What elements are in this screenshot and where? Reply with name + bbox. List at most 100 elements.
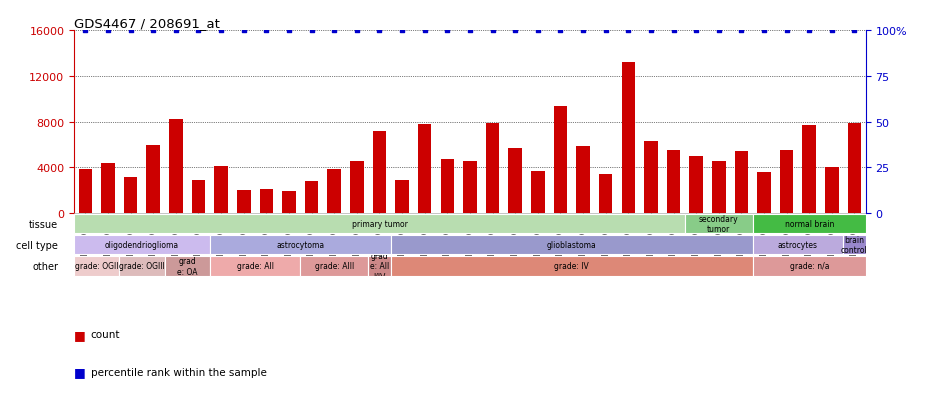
Bar [210, 235, 391, 255]
Text: ■: ■ [74, 365, 86, 378]
Text: tissue: tissue [29, 219, 58, 229]
Text: normal brain: normal brain [784, 220, 834, 229]
Text: grade: OGII: grade: OGII [75, 262, 119, 271]
Bar [124, 177, 137, 214]
Bar [418, 125, 432, 214]
Bar [554, 106, 568, 214]
Bar [101, 164, 115, 214]
Point [598, 28, 613, 34]
Bar [753, 235, 844, 255]
Point [824, 28, 839, 34]
Text: other: other [32, 261, 58, 271]
Bar [259, 190, 273, 214]
Point [349, 28, 364, 34]
Bar [621, 63, 635, 214]
Point [463, 28, 478, 34]
Text: astrocytoma: astrocytoma [276, 241, 324, 250]
Bar [441, 160, 454, 214]
Bar [463, 161, 477, 214]
Bar [508, 149, 522, 214]
Bar [214, 167, 228, 214]
Text: grade: IV: grade: IV [555, 262, 589, 271]
Point [394, 28, 409, 34]
Point [711, 28, 726, 34]
Point [372, 28, 387, 34]
Bar [734, 152, 748, 214]
Bar [599, 175, 612, 214]
Point [146, 28, 161, 34]
Bar [328, 169, 341, 214]
Bar [210, 256, 300, 276]
Bar [576, 146, 590, 214]
Point [553, 28, 568, 34]
Text: astrocytes: astrocytes [778, 241, 818, 250]
Bar [391, 235, 753, 255]
Bar [165, 256, 210, 276]
Point [282, 28, 296, 34]
Point [78, 28, 93, 34]
Bar [753, 256, 866, 276]
Bar [372, 131, 386, 214]
Bar [685, 214, 753, 234]
Bar [844, 235, 866, 255]
Bar [847, 123, 861, 214]
Text: ■: ■ [74, 328, 86, 341]
Bar [74, 256, 119, 276]
Point [485, 28, 500, 34]
Point [236, 28, 251, 34]
Bar [74, 214, 685, 234]
Text: primary tumor: primary tumor [352, 220, 407, 229]
Text: secondary
tumor: secondary tumor [699, 214, 739, 234]
Bar [282, 192, 295, 214]
Bar [350, 161, 364, 214]
Text: grade: AII: grade: AII [236, 262, 273, 271]
Bar [712, 161, 726, 214]
Point [440, 28, 455, 34]
Bar [753, 214, 866, 234]
Text: glioblastoma: glioblastoma [547, 241, 596, 250]
Point [847, 28, 862, 34]
Bar [757, 173, 770, 214]
Bar [486, 123, 499, 214]
Text: grad
e: AII
I/IV: grad e: AII I/IV [369, 252, 389, 281]
Bar [803, 126, 816, 214]
Point [418, 28, 432, 34]
Bar [169, 120, 182, 214]
Point [666, 28, 681, 34]
Point [123, 28, 138, 34]
Text: GDS4467 / 208691_at: GDS4467 / 208691_at [74, 17, 220, 30]
Text: brain
control: brain control [841, 235, 868, 255]
Text: grade: n/a: grade: n/a [790, 262, 829, 271]
Point [757, 28, 771, 34]
Bar [119, 256, 165, 276]
Bar [391, 256, 753, 276]
Bar [369, 256, 391, 276]
Bar [146, 145, 160, 214]
Point [101, 28, 116, 34]
Point [214, 28, 229, 34]
Point [507, 28, 522, 34]
Bar [192, 180, 206, 214]
Point [191, 28, 206, 34]
Text: percentile rank within the sample: percentile rank within the sample [91, 367, 267, 377]
Text: grade: AIII: grade: AIII [315, 262, 354, 271]
Text: count: count [91, 330, 120, 339]
Point [305, 28, 319, 34]
Bar [395, 180, 409, 214]
Point [689, 28, 704, 34]
Bar [237, 191, 251, 214]
Point [576, 28, 591, 34]
Bar [825, 168, 839, 214]
Point [734, 28, 749, 34]
Bar [305, 182, 319, 214]
Point [780, 28, 795, 34]
Bar [300, 256, 369, 276]
Point [259, 28, 274, 34]
Bar [667, 151, 681, 214]
Bar [780, 151, 794, 214]
Bar [531, 171, 544, 214]
Bar [79, 169, 93, 214]
Bar [74, 235, 210, 255]
Bar [644, 142, 657, 214]
Text: grad
e: OA: grad e: OA [177, 256, 197, 276]
